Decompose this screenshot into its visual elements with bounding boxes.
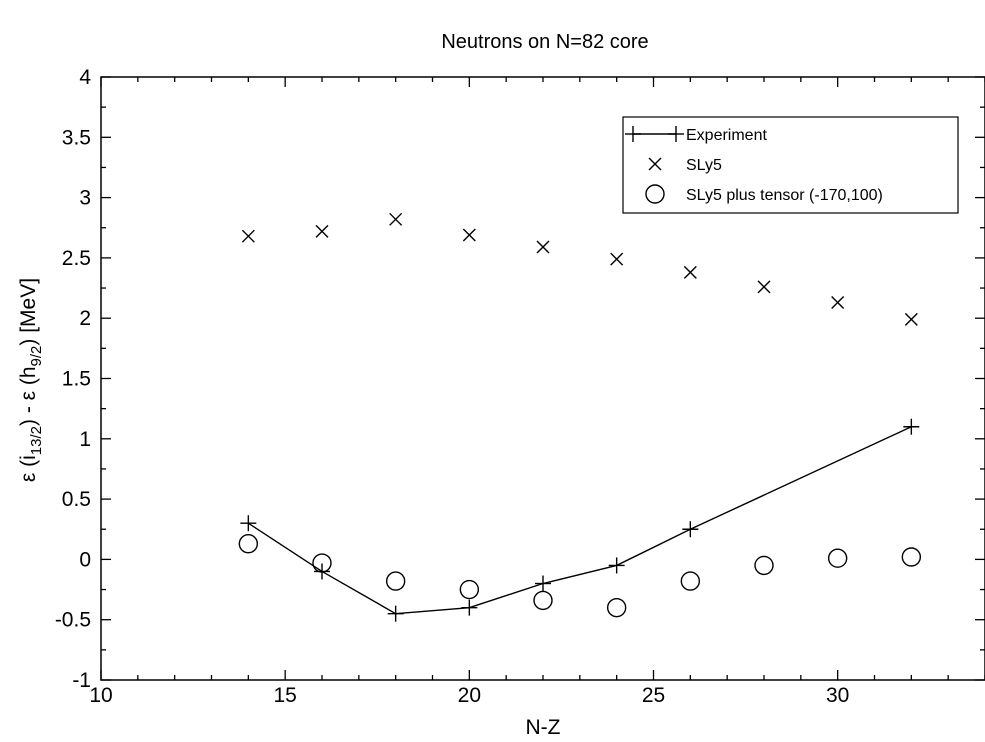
- data-point: [827, 548, 848, 568]
- data-point: [389, 212, 403, 226]
- legend-label: Experiment: [686, 127, 767, 144]
- x-tick-label: 20: [458, 684, 481, 707]
- marker-stroke: [827, 548, 848, 568]
- x-tick-label: 15: [273, 684, 296, 707]
- legend-marker: [625, 126, 641, 142]
- y-label-sub2: 9/2: [28, 346, 45, 367]
- data-point: [606, 597, 627, 618]
- marker-stroke: [312, 553, 332, 573]
- chart-title: Neutrons on N=82 core: [441, 31, 648, 53]
- legend-label: SLy5: [686, 157, 722, 174]
- y-label-sub1: 13/2: [28, 426, 45, 455]
- legend-label: SLy5 plus tensor (-170,100): [686, 187, 883, 204]
- legend-marker: [648, 157, 662, 171]
- data-point: [608, 557, 625, 574]
- series-cross: [241, 212, 918, 326]
- x-tick-labels: 10 15 20 25 30: [89, 684, 849, 707]
- legend-box: [622, 116, 959, 214]
- marker-stroke: [648, 157, 662, 171]
- marker-stroke: [680, 571, 701, 591]
- y-tick-label: -0.5: [55, 609, 91, 632]
- data-point: [904, 312, 918, 326]
- legend-item: SLy5: [648, 157, 722, 174]
- data-point: [754, 555, 774, 576]
- legend-entries: Experiment SLy5 SLy5 plus tensor (-170,100…: [625, 126, 883, 204]
- marker-stroke: [904, 312, 918, 326]
- data-point: [462, 228, 476, 242]
- y-tick-label: 2.5: [62, 247, 91, 270]
- marker-stroke: [389, 212, 403, 226]
- data-point: [315, 224, 329, 238]
- y-tick-label: 1.5: [62, 368, 91, 391]
- x-tick-label: 30: [826, 684, 849, 707]
- y-label-prefix: ε (i: [17, 455, 40, 482]
- data-point: [312, 553, 332, 573]
- marker-stroke: [241, 229, 255, 243]
- legend-item: SLy5 plus tensor (-170,100): [645, 184, 883, 204]
- series-line: [247, 426, 912, 615]
- y-tick-label: 1: [79, 428, 91, 451]
- data-point: [533, 590, 553, 611]
- legend-marker: [668, 126, 684, 142]
- data-point: [680, 571, 701, 591]
- legend-item: Experiment: [625, 126, 767, 144]
- data-point: [610, 252, 624, 266]
- data-point: [901, 547, 922, 567]
- x-tick-label: 10: [89, 684, 112, 707]
- marker-stroke: [831, 296, 845, 310]
- y-tick-label: 0: [79, 548, 91, 571]
- marker-stroke: [757, 280, 771, 294]
- y-tick-label: 3.5: [62, 126, 91, 149]
- data-point: [459, 579, 480, 600]
- y-tick-label: 3: [79, 187, 91, 210]
- marker-stroke: [606, 597, 627, 618]
- data-point: [757, 280, 771, 294]
- data-point: [385, 571, 406, 591]
- y-tick-label: -1: [72, 669, 91, 692]
- data-point: [831, 296, 845, 310]
- marker-stroke: [315, 224, 329, 238]
- series-plus: [240, 418, 920, 622]
- y-label-middle: ) - ε (h: [17, 366, 40, 426]
- y-tick-label: 2: [79, 307, 91, 330]
- y-axis-label: ε (i13/2) - ε (h9/2) [MeV]: [17, 278, 45, 482]
- data-point: [240, 515, 257, 532]
- y-tick-label: 0.5: [62, 488, 91, 511]
- data-point: [461, 599, 478, 616]
- data-point: [903, 418, 920, 435]
- data-point: [387, 605, 404, 622]
- data-point: [241, 229, 255, 243]
- x-tick-label: 25: [642, 684, 665, 707]
- data-point: [683, 265, 697, 279]
- x-axis-label: N-Z: [526, 716, 561, 739]
- data-point: [682, 521, 699, 538]
- marker-stroke: [683, 265, 697, 279]
- marker-stroke: [536, 240, 550, 254]
- axis-ticks: [100, 76, 985, 681]
- data-point: [535, 575, 551, 592]
- marker-stroke: [462, 228, 476, 242]
- legend: Experiment SLy5 SLy5 plus tensor (-170,100…: [622, 116, 959, 214]
- series-circle: [238, 534, 922, 618]
- y-label-suffix: ) [MeV]: [17, 278, 40, 346]
- series-layer: [238, 212, 922, 622]
- marker-stroke: [533, 590, 553, 611]
- marker-stroke: [610, 252, 624, 266]
- marker-stroke: [238, 534, 259, 554]
- marker-stroke: [459, 579, 480, 600]
- data-point: [238, 534, 259, 554]
- marker-stroke: [645, 184, 665, 204]
- legend-marker: [645, 184, 665, 204]
- marker-stroke: [385, 571, 406, 591]
- y-tick-labels: -1 -0.5 0 0.5 1 1.5 2 2.5 3 3.5 4: [55, 66, 92, 692]
- marker-stroke: [754, 555, 774, 576]
- marker-stroke: [901, 547, 922, 567]
- y-tick-label: 4: [79, 66, 91, 89]
- data-point: [536, 240, 550, 254]
